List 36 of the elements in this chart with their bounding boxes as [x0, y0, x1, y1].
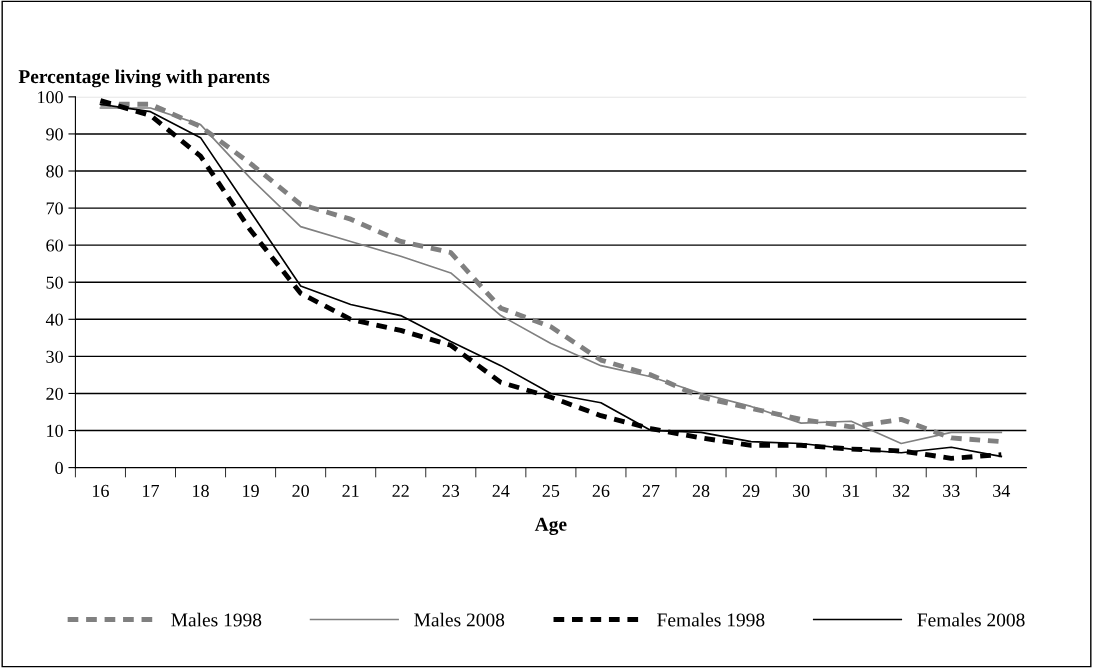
x-tick-label: 32: [893, 484, 910, 497]
y-tick-label: 0: [55, 461, 63, 475]
x-tick-label: 28: [692, 484, 710, 497]
y-tick-label: 90: [46, 128, 63, 141]
x-tick-label: 31: [842, 484, 860, 497]
x-tick-label: 20: [292, 484, 309, 497]
x-tick-label: 22: [392, 484, 409, 497]
legend-label: Males 1998: [171, 612, 262, 627]
y-tick-label: 70: [46, 202, 63, 215]
x-tick-label: 25: [542, 484, 560, 497]
x-tick-label: 30: [792, 484, 810, 497]
x-tick-label: 18: [193, 484, 209, 497]
y-tick-label: 30: [46, 350, 63, 363]
x-axis-title: Age: [534, 517, 567, 535]
y-tick-label: 40: [45, 313, 63, 326]
chart-title: Percentage living with parents: [18, 69, 270, 88]
legend-label: Females 1998: [657, 612, 765, 627]
x-tick-label: 23: [442, 484, 460, 497]
x-tick-label: 33: [943, 484, 960, 497]
x-tick-label: 21: [342, 484, 359, 497]
y-tick-label: 20: [46, 387, 63, 400]
legend-label: Males 2008: [414, 612, 505, 627]
x-tick-label: 34: [993, 484, 1011, 497]
y-tick-label: 80: [46, 165, 63, 178]
legend-label: Females 2008: [917, 612, 1025, 627]
x-tick-label: 19: [243, 484, 259, 497]
x-tick-label: 26: [592, 484, 610, 497]
y-tick-label: 100: [38, 91, 63, 104]
y-tick-label: 50: [46, 276, 63, 289]
x-tick-label: 16: [93, 484, 109, 497]
x-tick-label: 17: [143, 484, 159, 497]
y-tick-label: 10: [47, 424, 63, 437]
x-tick-label: 27: [642, 484, 660, 497]
x-tick-label: 29: [742, 484, 760, 497]
y-tick-label: 60: [46, 239, 63, 252]
x-tick-label: 24: [492, 484, 510, 497]
